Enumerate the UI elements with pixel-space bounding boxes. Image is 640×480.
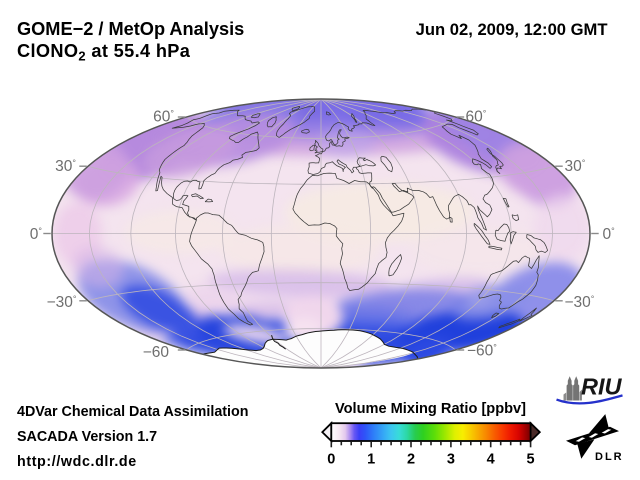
svg-text:http://wdc.dlr.de: http://wdc.dlr.de xyxy=(17,454,137,470)
svg-text:SACADA Version 1.7: SACADA Version 1.7 xyxy=(17,429,157,445)
svg-text:30°: 30° xyxy=(565,158,586,175)
svg-text:GOME−2 / MetOp Analysis: GOME−2 / MetOp Analysis xyxy=(17,19,244,39)
svg-text:0: 0 xyxy=(327,452,335,468)
svg-text:Volume Mixing Ratio [ppbv]: Volume Mixing Ratio [ppbv] xyxy=(335,401,526,417)
svg-text:−30°: −30° xyxy=(565,294,595,311)
svg-text:4: 4 xyxy=(487,452,495,468)
svg-text:Jun 02, 2009, 12:00 GMT: Jun 02, 2009, 12:00 GMT xyxy=(416,20,608,39)
svg-text:−60°: −60° xyxy=(467,343,497,360)
svg-text:4DVar Chemical Data Assimilati: 4DVar Chemical Data Assimilation xyxy=(17,404,249,420)
svg-text:−60: −60 xyxy=(143,344,170,361)
svg-text:60°: 60° xyxy=(466,109,487,126)
svg-text:60°: 60° xyxy=(153,109,174,126)
svg-text:1: 1 xyxy=(367,452,375,468)
svg-text:3: 3 xyxy=(447,452,455,468)
svg-text:ClONO2 at 55.4 hPa: ClONO2 at 55.4 hPa xyxy=(17,41,191,64)
svg-text:2: 2 xyxy=(407,452,415,468)
svg-text:DLR: DLR xyxy=(595,451,624,463)
svg-text:5: 5 xyxy=(527,452,535,468)
svg-text:30°: 30° xyxy=(55,158,76,175)
svg-text:−30°: −30° xyxy=(47,294,77,311)
svg-text:RIU: RIU xyxy=(581,374,623,400)
